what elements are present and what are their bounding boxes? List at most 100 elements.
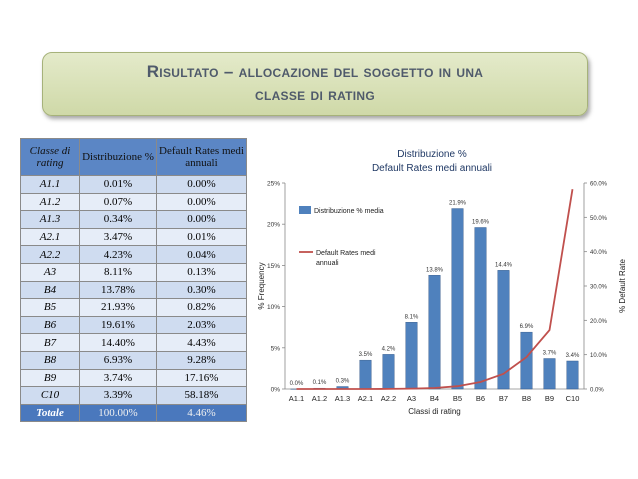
default-rate-cell: 17.16%: [156, 368, 247, 388]
x-tick-label: C10: [566, 394, 580, 403]
rating-cell: B7: [20, 333, 80, 352]
bar-A2.2: [382, 354, 395, 390]
legend-line-label-1: Default Rates medi: [316, 250, 376, 257]
default-rate-cell: 9.28%: [156, 350, 247, 370]
distribuzione-cell: 3.47%: [79, 227, 157, 247]
slide-title-box: Risultato – allocazione del soggetto in …: [42, 52, 588, 116]
x-tick-label: A2.2: [381, 394, 396, 403]
left-tick-label: 5%: [271, 345, 281, 352]
x-tick-label: B8: [522, 394, 531, 403]
table-row: A3 8.11% 0.13%: [20, 262, 247, 282]
right-tick-label: 30.0%: [590, 285, 608, 291]
x-tick-label: A1.3: [335, 394, 350, 403]
x-tick-label: A1.1: [289, 394, 304, 403]
slide-title-line-2: classe di rating: [254, 85, 376, 104]
rating-cell: B4: [20, 280, 80, 300]
left-tick-label: 20%: [267, 222, 280, 229]
right-tick-label: 20.0%: [590, 319, 608, 325]
left-tick-label: 15%: [267, 263, 280, 270]
bar-data-label: 4.2%: [382, 346, 396, 352]
x-tick-label: B7: [499, 394, 508, 403]
distribuzione-cell: 14.40%: [79, 333, 157, 352]
table-row: A1.1 0.01% 0.00%: [20, 175, 247, 194]
bar-data-label: 0.1%: [313, 380, 327, 386]
default-rate-cell: 0.00%: [156, 210, 247, 229]
table-row: A2.2 4.23% 0.04%: [20, 245, 247, 264]
right-tick-label: 10.0%: [590, 353, 608, 359]
chart-title-line-1: Distribuzione %: [397, 149, 467, 160]
default-rate-cell: 0.30%: [156, 280, 247, 300]
bar-data-label: 6.9%: [520, 324, 534, 330]
distribuzione-cell: 3.74%: [79, 368, 157, 388]
rating-chart: Distribuzione % Default Rates medi annual…: [257, 149, 627, 416]
bar-B7: [497, 270, 510, 390]
default-rate-cell: 0.00%: [156, 192, 247, 212]
distribuzione-cell: 21.93%: [79, 298, 157, 317]
bar-C10: [566, 360, 579, 390]
bar-B4: [428, 275, 441, 390]
default-rate-cell: 4.43%: [156, 333, 247, 352]
table-row: B7 14.40% 4.43%: [20, 333, 247, 352]
rating-table: Classe di rating Distribuzione % Default…: [20, 138, 247, 423]
bar-data-label: 8.1%: [405, 314, 419, 320]
table-row: A1.3 0.34% 0.00%: [20, 210, 247, 229]
distribuzione-cell: 6.93%: [79, 350, 157, 370]
table-row: B5 21.93% 0.82%: [20, 298, 247, 317]
chart-title-line-2: Default Rates medi annuali: [372, 163, 492, 174]
rating-cell: B6: [20, 315, 80, 335]
distribuzione-cell: 8.11%: [79, 262, 157, 282]
header-default-rates: Default Rates medi annuali: [156, 138, 247, 176]
distribuzione-cell: 0.34%: [79, 210, 157, 229]
header-classe: Classe di rating: [20, 138, 80, 176]
bar-data-label: 21.9%: [449, 201, 467, 207]
default-rate-cell: 2.03%: [156, 315, 247, 335]
rating-cell: C10: [20, 386, 80, 405]
table-row: A1.2 0.07% 0.00%: [20, 192, 247, 212]
left-tick-label: 25%: [267, 181, 280, 188]
rating-cell: B8: [20, 350, 80, 370]
rating-cell: A1.2: [20, 192, 80, 212]
total-label: Totale: [20, 403, 80, 423]
default-rate-cell: 58.18%: [156, 386, 247, 405]
bar-data-label: 14.4%: [495, 262, 513, 268]
x-axis-label: Classi di rating: [408, 407, 460, 416]
bar-data-label: 3.4%: [566, 353, 580, 359]
table-row: B6 19.61% 2.03%: [20, 315, 247, 335]
default-rate-cell: 0.82%: [156, 298, 247, 317]
slide-title-line-1: Risultato – allocazione del soggetto in …: [146, 62, 484, 81]
distribuzione-cell: 0.01%: [79, 175, 157, 194]
right-tick-label: 60.0%: [590, 182, 608, 188]
x-tick-label: B5: [453, 394, 462, 403]
table-row: B4 13.78% 0.30%: [20, 280, 247, 300]
x-tick-label: A1.2: [312, 394, 327, 403]
table-row: B8 6.93% 9.28%: [20, 350, 247, 370]
x-tick-label: A3: [407, 394, 416, 403]
bar-data-label: 13.8%: [426, 267, 444, 273]
bar-A3: [405, 322, 418, 390]
right-tick-label: 50.0%: [590, 216, 608, 222]
x-tick-label: B6: [476, 394, 485, 403]
right-tick-label: 0.0%: [590, 388, 604, 394]
total-row: Totale 100.00% 4.46%: [20, 403, 247, 423]
default-rate-cell: 0.04%: [156, 245, 247, 264]
rating-cell: B5: [20, 298, 80, 317]
rating-cell: A3: [20, 262, 80, 282]
rating-cell: A2.1: [20, 227, 80, 247]
right-tick-label: 40.0%: [590, 250, 608, 256]
default-rate-cell: 0.01%: [156, 227, 247, 247]
distribuzione-cell: 13.78%: [79, 280, 157, 300]
y-axis-left-label: % Frequency: [257, 262, 266, 309]
left-tick-label: 10%: [267, 304, 280, 311]
total-default-rate: 4.46%: [156, 403, 247, 423]
bar-A2.1: [359, 359, 372, 390]
distribuzione-cell: 4.23%: [79, 245, 157, 264]
bar-B6: [474, 227, 487, 390]
header-distribuzione: Distribuzione %: [79, 138, 157, 176]
default-rate-cell: 0.13%: [156, 262, 247, 282]
bar-data-label: 0.0%: [290, 381, 304, 387]
rating-cell: A1.1: [20, 175, 80, 194]
x-tick-label: B9: [545, 394, 554, 403]
bar-data-label: 3.7%: [543, 351, 557, 357]
legend-bar-swatch: [299, 206, 311, 214]
distribuzione-cell: 0.07%: [79, 192, 157, 212]
